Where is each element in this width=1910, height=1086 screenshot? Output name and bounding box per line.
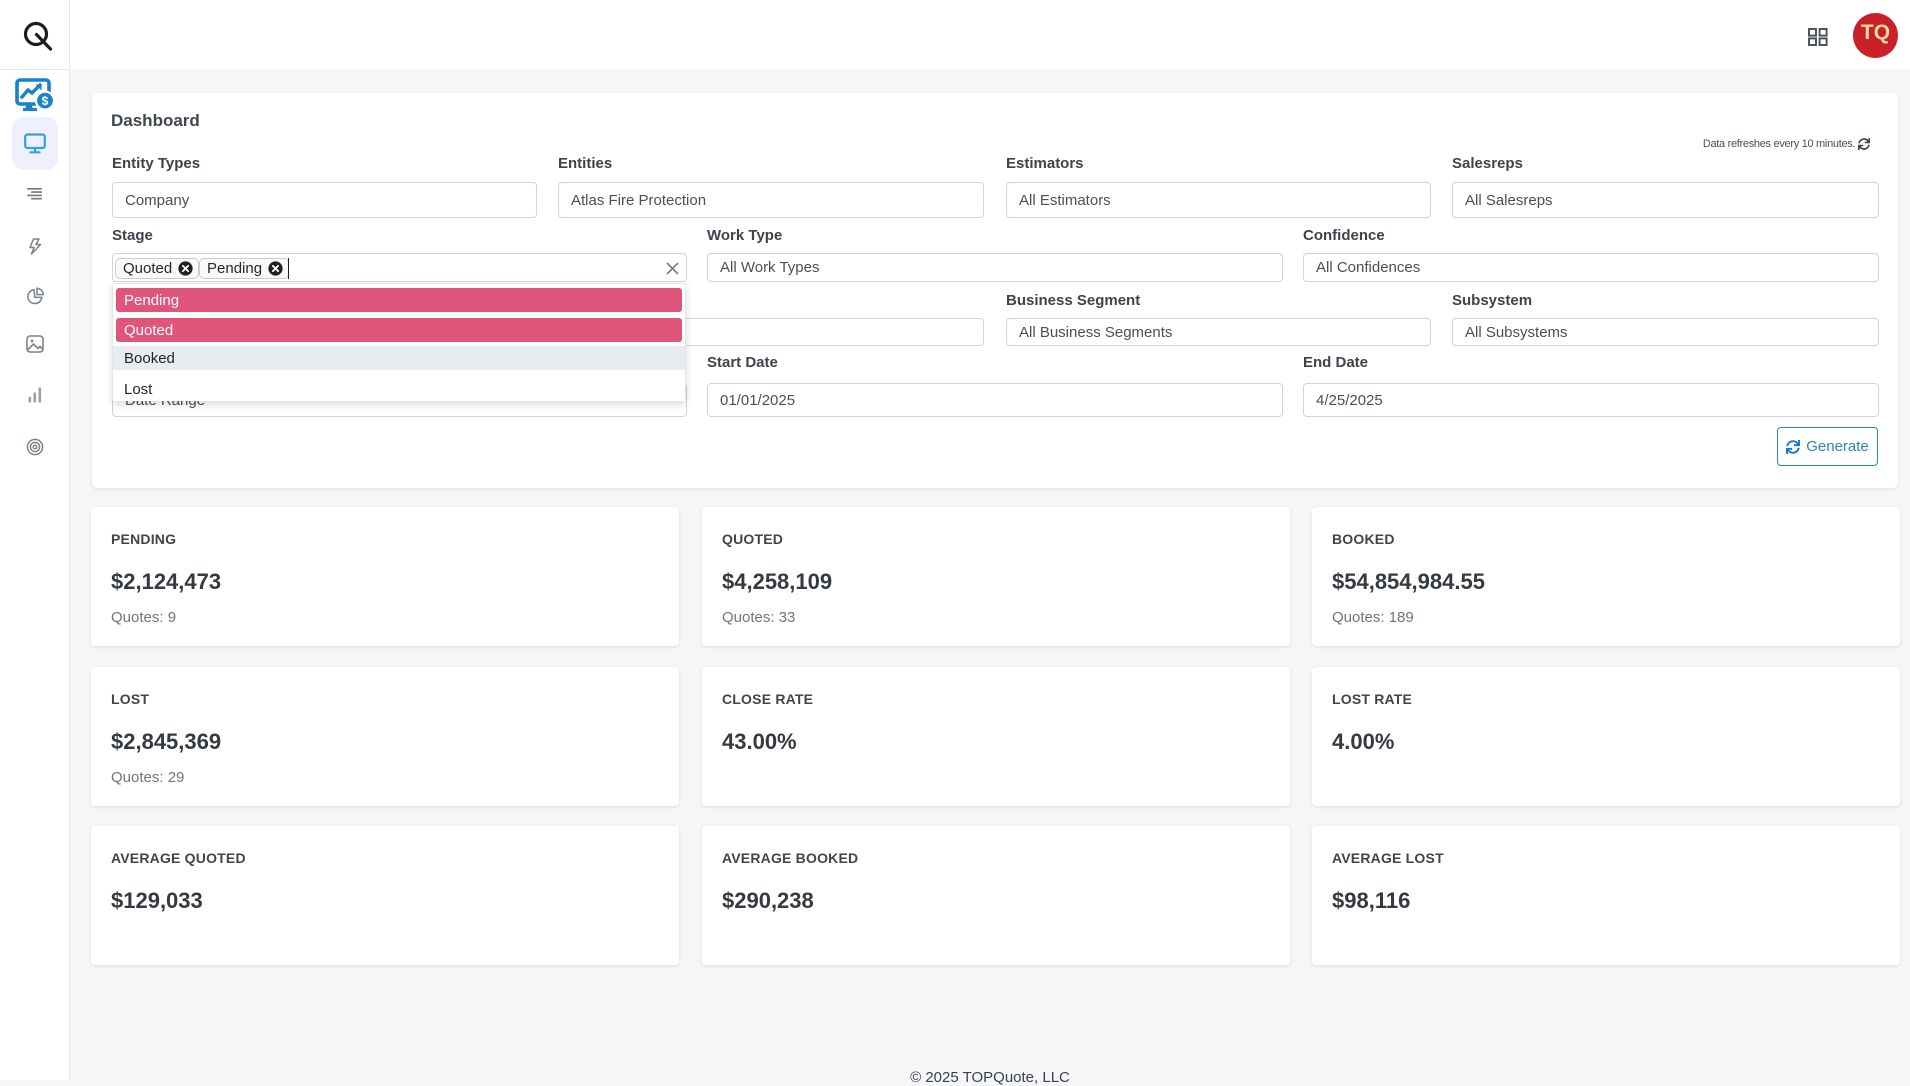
svg-text:$: $ (42, 94, 49, 108)
